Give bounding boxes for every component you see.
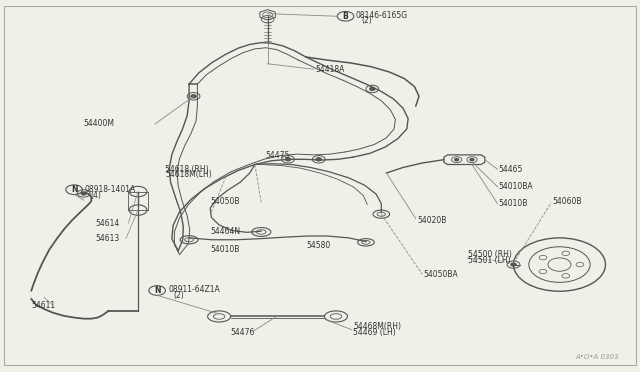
- Text: 54010B: 54010B: [210, 244, 239, 253]
- Circle shape: [285, 158, 291, 161]
- Text: B: B: [342, 12, 348, 21]
- Text: (2): (2): [362, 16, 372, 25]
- Text: 08918-1401A: 08918-1401A: [85, 185, 136, 194]
- Circle shape: [191, 95, 196, 98]
- Text: 54060B: 54060B: [552, 197, 582, 206]
- Text: 54050B: 54050B: [210, 197, 239, 206]
- Text: 54050BA: 54050BA: [424, 270, 458, 279]
- Text: 54501 (LH): 54501 (LH): [468, 256, 511, 265]
- Circle shape: [470, 158, 474, 161]
- Text: N: N: [71, 185, 77, 194]
- Text: 54611: 54611: [31, 301, 56, 310]
- Text: 54475: 54475: [266, 151, 290, 160]
- Text: 08146-6165G: 08146-6165G: [356, 11, 408, 20]
- Text: 54469 (LH): 54469 (LH): [353, 328, 396, 337]
- Circle shape: [370, 87, 375, 90]
- Text: (2): (2): [173, 291, 184, 300]
- Text: A•O•A 0303: A•O•A 0303: [575, 354, 619, 360]
- Text: 54464N: 54464N: [210, 227, 240, 236]
- Text: 54613: 54613: [95, 234, 120, 243]
- Circle shape: [455, 158, 459, 161]
- Text: 54618 (RH): 54618 (RH): [166, 165, 209, 174]
- Circle shape: [316, 158, 321, 161]
- Text: 54418A: 54418A: [315, 65, 344, 74]
- Text: 54020B: 54020B: [417, 216, 447, 225]
- Text: 54468M(RH): 54468M(RH): [353, 322, 401, 331]
- Circle shape: [81, 192, 86, 195]
- Text: 54500 (RH): 54500 (RH): [468, 250, 512, 259]
- Text: 54476: 54476: [230, 328, 255, 337]
- Text: N: N: [154, 286, 161, 295]
- Text: 54580: 54580: [306, 241, 330, 250]
- Text: 54614: 54614: [95, 219, 120, 228]
- Text: 54465: 54465: [499, 165, 523, 174]
- Text: 08911-64Z1A: 08911-64Z1A: [168, 285, 220, 294]
- Circle shape: [511, 263, 516, 266]
- Text: 54010BA: 54010BA: [499, 182, 533, 191]
- Text: 54010B: 54010B: [499, 199, 528, 208]
- Text: 54400M: 54400M: [84, 119, 115, 128]
- Text: 54618M(LH): 54618M(LH): [166, 170, 212, 179]
- Text: (4): (4): [90, 191, 101, 200]
